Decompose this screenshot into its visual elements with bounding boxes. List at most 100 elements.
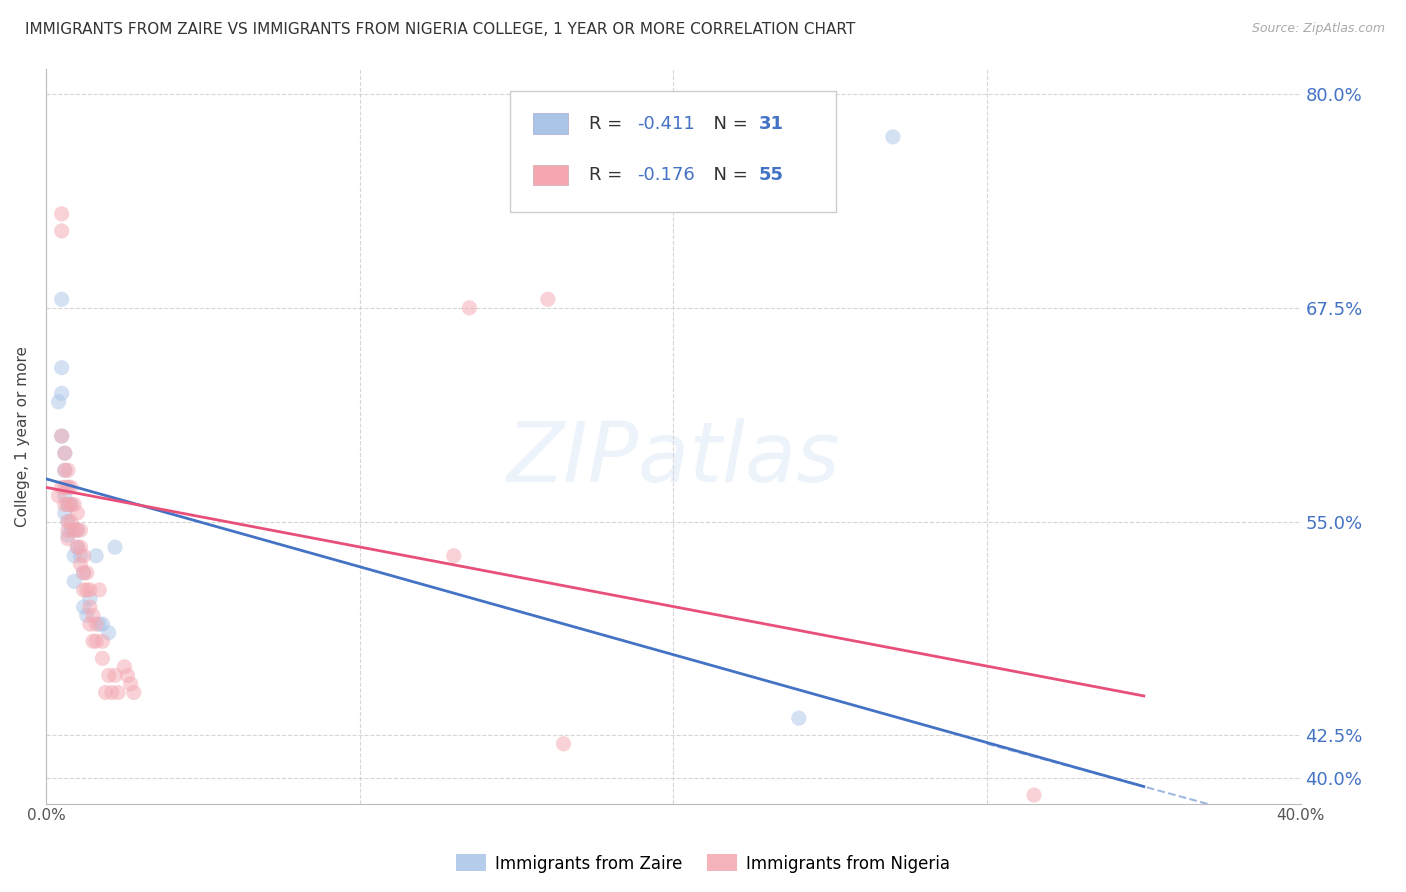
Text: R =: R = — [589, 166, 628, 184]
Point — [117, 668, 139, 682]
Point — [120, 677, 142, 691]
Point — [56, 532, 79, 546]
Point — [94, 685, 117, 699]
Point — [79, 617, 101, 632]
Point — [82, 634, 104, 648]
Point — [51, 429, 73, 443]
Point — [60, 498, 83, 512]
Text: -0.176: -0.176 — [637, 166, 695, 184]
Point — [97, 668, 120, 682]
Point — [56, 498, 79, 512]
Point — [63, 498, 86, 512]
Point — [79, 582, 101, 597]
Point — [56, 498, 79, 512]
Text: 55: 55 — [759, 166, 783, 184]
Point — [56, 515, 79, 529]
Point — [787, 711, 810, 725]
Point — [72, 582, 94, 597]
Text: N =: N = — [702, 115, 754, 133]
FancyBboxPatch shape — [533, 113, 568, 134]
Point — [63, 574, 86, 589]
Point — [458, 301, 481, 315]
Point — [56, 480, 79, 494]
Point — [69, 540, 91, 554]
Point — [60, 498, 83, 512]
Point — [82, 608, 104, 623]
Point — [72, 566, 94, 580]
Point — [79, 591, 101, 606]
Point — [107, 685, 129, 699]
Text: IMMIGRANTS FROM ZAIRE VS IMMIGRANTS FROM NIGERIA COLLEGE, 1 YEAR OR MORE CORRELA: IMMIGRANTS FROM ZAIRE VS IMMIGRANTS FROM… — [25, 22, 856, 37]
Point — [122, 685, 145, 699]
Point — [56, 463, 79, 477]
Point — [56, 528, 79, 542]
Text: Source: ZipAtlas.com: Source: ZipAtlas.com — [1251, 22, 1385, 36]
FancyBboxPatch shape — [510, 91, 837, 212]
Point — [63, 523, 86, 537]
Point — [51, 429, 73, 443]
Point — [60, 523, 83, 537]
Point — [69, 549, 91, 563]
Point — [60, 515, 83, 529]
Text: N =: N = — [702, 166, 754, 184]
Point — [72, 566, 94, 580]
Point — [104, 668, 127, 682]
Point — [66, 523, 89, 537]
Point — [72, 549, 94, 563]
Point — [53, 498, 76, 512]
Point — [97, 625, 120, 640]
Point — [69, 558, 91, 572]
Point — [104, 540, 127, 554]
Point — [882, 129, 904, 144]
Point — [53, 489, 76, 503]
Text: ZIPatlas: ZIPatlas — [506, 417, 841, 499]
Point — [48, 395, 70, 409]
Point — [56, 480, 79, 494]
Point — [76, 608, 98, 623]
Point — [66, 523, 89, 537]
Point — [66, 506, 89, 520]
Point — [53, 506, 76, 520]
Text: R =: R = — [589, 115, 628, 133]
Point — [443, 549, 465, 563]
Point — [101, 685, 124, 699]
Point — [63, 549, 86, 563]
Point — [69, 523, 91, 537]
Point — [53, 463, 76, 477]
Point — [537, 293, 560, 307]
Point — [79, 600, 101, 615]
Text: -0.411: -0.411 — [637, 115, 695, 133]
Point — [112, 660, 135, 674]
Point — [84, 634, 107, 648]
FancyBboxPatch shape — [533, 165, 568, 186]
Point — [53, 480, 76, 494]
Point — [51, 224, 73, 238]
Point — [72, 600, 94, 615]
Point — [53, 463, 76, 477]
Point — [51, 207, 73, 221]
Point — [60, 480, 83, 494]
Text: 31: 31 — [759, 115, 783, 133]
Point — [51, 386, 73, 401]
Point — [553, 737, 575, 751]
Point — [48, 489, 70, 503]
Point — [53, 446, 76, 460]
Point — [66, 540, 89, 554]
Point — [51, 293, 73, 307]
Point — [51, 480, 73, 494]
Point — [56, 515, 79, 529]
Point — [91, 634, 114, 648]
Y-axis label: College, 1 year or more: College, 1 year or more — [15, 345, 30, 526]
Point — [89, 582, 111, 597]
Point — [53, 446, 76, 460]
Point — [91, 651, 114, 665]
Point — [1022, 788, 1045, 802]
Point — [51, 360, 73, 375]
Point — [84, 617, 107, 632]
Point — [84, 549, 107, 563]
Point — [89, 617, 111, 632]
Point — [66, 540, 89, 554]
Point — [76, 566, 98, 580]
Point — [91, 617, 114, 632]
Point — [76, 582, 98, 597]
